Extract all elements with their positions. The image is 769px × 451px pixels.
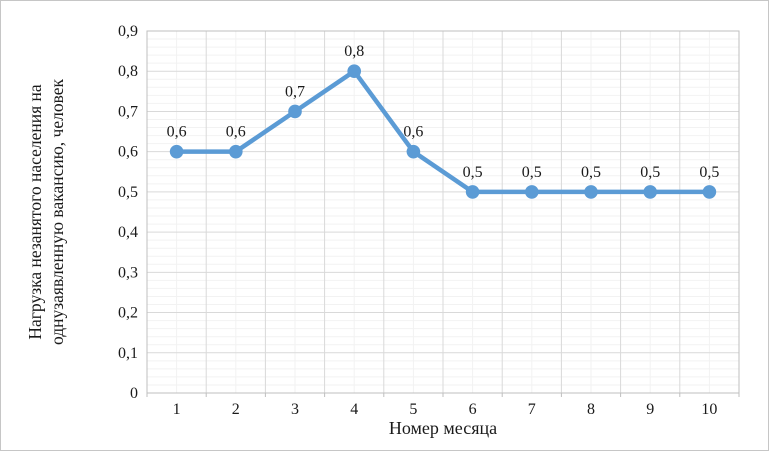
- x-tick-label: 6: [469, 401, 477, 418]
- data-point-marker: [169, 144, 184, 159]
- y-tick-label: 0: [130, 385, 138, 402]
- data-label: 0,5: [463, 164, 483, 181]
- y-tick-label: 0,6: [118, 144, 138, 161]
- y-tick-label: 0,2: [118, 305, 138, 322]
- data-point-marker: [584, 185, 598, 199]
- data-point-marker: [465, 185, 480, 199]
- x-tick-label: 10: [701, 401, 717, 418]
- x-tick-label: 7: [528, 401, 536, 418]
- x-tick-label: 4: [350, 401, 358, 418]
- y-tick-label: 0,3: [118, 264, 138, 281]
- data-label: 0,5: [640, 164, 660, 181]
- data-label: 0,7: [285, 83, 305, 100]
- data-label: 0,5: [581, 164, 601, 181]
- data-point-marker: [643, 185, 657, 199]
- x-tick-label: 9: [646, 401, 654, 418]
- x-tick-label: 1: [173, 401, 181, 418]
- data-label: 0,6: [226, 124, 246, 141]
- x-tick-label: 5: [409, 401, 417, 418]
- x-axis-title: Номер месяца: [388, 418, 498, 438]
- y-tick-label: 0,8: [118, 63, 138, 80]
- y-tick-label: 0,9: [118, 23, 138, 40]
- data-point-marker: [229, 144, 243, 159]
- x-tick-label: 2: [232, 401, 240, 418]
- data-label: 0,6: [403, 124, 423, 141]
- data-label: 0,5: [699, 164, 719, 181]
- series-line: [174, 68, 712, 195]
- y-tick-label: 0,7: [118, 103, 138, 120]
- data-point-marker: [347, 64, 362, 79]
- data-label: 0,5: [522, 164, 542, 181]
- x-tick-label: 3: [291, 401, 299, 418]
- data-point-marker: [288, 104, 302, 119]
- data-label: 0,6: [167, 124, 187, 141]
- y-tick-label: 0,5: [118, 184, 138, 201]
- data-point-marker: [406, 144, 421, 159]
- data-label: 0,8: [344, 43, 364, 60]
- data-point-marker: [525, 185, 539, 199]
- x-tick-label: 8: [587, 401, 595, 418]
- data-point-marker: [702, 185, 717, 199]
- y-tick-label: 0,1: [118, 345, 138, 362]
- y-tick-label: 0,4: [118, 224, 138, 241]
